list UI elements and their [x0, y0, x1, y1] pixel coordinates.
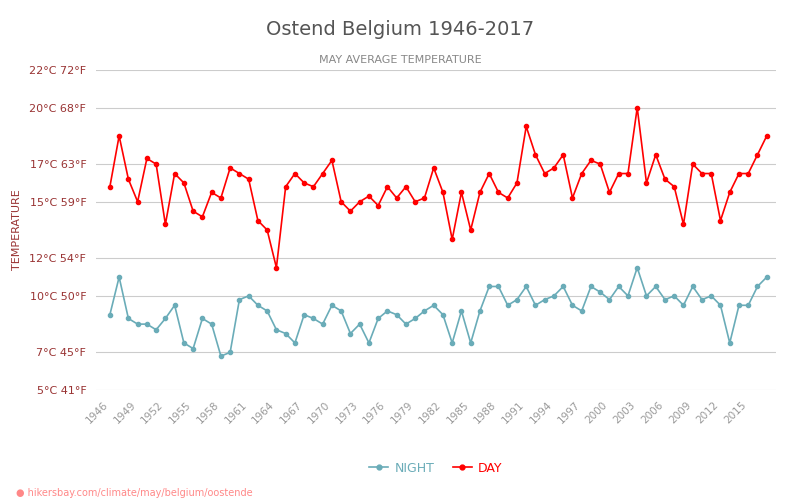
NIGHT [725, 340, 734, 346]
NIGHT [336, 308, 346, 314]
Line: DAY: DAY [108, 106, 769, 270]
Y-axis label: TEMPERATURE: TEMPERATURE [12, 190, 22, 270]
NIGHT [633, 264, 642, 270]
NIGHT [530, 302, 540, 308]
Text: MAY AVERAGE TEMPERATURE: MAY AVERAGE TEMPERATURE [318, 55, 482, 65]
DAY [198, 214, 207, 220]
NIGHT [216, 353, 226, 359]
Legend: NIGHT, DAY: NIGHT, DAY [365, 457, 507, 480]
Line: NIGHT: NIGHT [108, 266, 769, 358]
NIGHT [198, 316, 207, 322]
NIGHT [105, 312, 114, 318]
DAY [558, 152, 568, 158]
NIGHT [762, 274, 771, 280]
DAY [725, 190, 734, 196]
Text: Ostend Belgium 1946-2017: Ostend Belgium 1946-2017 [266, 20, 534, 39]
NIGHT [558, 284, 568, 290]
DAY [105, 184, 114, 190]
DAY [762, 133, 771, 139]
DAY [633, 104, 642, 110]
DAY [336, 199, 346, 205]
DAY [530, 152, 540, 158]
NIGHT [484, 284, 494, 290]
DAY [272, 264, 282, 270]
DAY [484, 170, 494, 176]
Text: ● hikersbay.com/climate/may/belgium/oostende: ● hikersbay.com/climate/may/belgium/oost… [16, 488, 253, 498]
